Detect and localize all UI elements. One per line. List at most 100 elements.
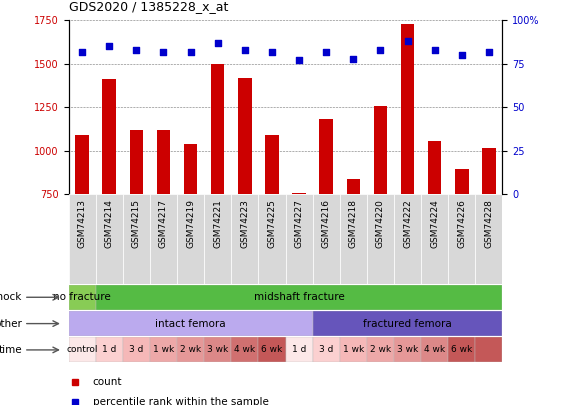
Bar [475,194,502,284]
Text: GSM74215: GSM74215 [132,199,141,248]
Text: GSM74222: GSM74222 [403,199,412,247]
Text: 3 d: 3 d [129,345,143,354]
Bar [313,194,340,284]
Bar [428,141,441,194]
Point [186,48,195,55]
Bar [184,144,198,194]
Text: GDS2020 / 1385228_x_at: GDS2020 / 1385228_x_at [69,0,228,13]
Point [321,48,331,55]
Bar [401,24,415,194]
Point [267,48,276,55]
Bar [455,169,469,194]
Point [403,38,412,45]
Bar [204,337,231,362]
Bar [130,130,143,194]
Bar [96,337,123,362]
Text: control: control [66,345,98,354]
Point [349,55,358,62]
Bar [231,337,258,362]
Bar [340,194,367,284]
Bar [448,337,475,362]
Text: intact femora: intact femora [155,319,226,328]
Text: GSM74223: GSM74223 [240,199,250,248]
Text: fractured femora: fractured femora [363,319,452,328]
Bar [177,194,204,284]
Text: GSM74216: GSM74216 [321,199,331,248]
Text: 1 d: 1 d [292,345,306,354]
Bar [75,135,89,194]
Text: 3 wk: 3 wk [397,345,418,354]
Point [484,48,493,55]
Bar [367,337,394,362]
Text: 2 wk: 2 wk [180,345,201,354]
Text: 6 wk: 6 wk [451,345,472,354]
Text: GSM74221: GSM74221 [213,199,222,248]
Text: shock: shock [0,292,22,302]
Bar [204,194,231,284]
Bar [69,337,96,362]
Text: GSM74220: GSM74220 [376,199,385,248]
Bar [123,194,150,284]
Text: GSM74218: GSM74218 [349,199,358,248]
Point [240,47,250,53]
Text: no fracture: no fracture [53,292,111,302]
Bar [69,311,313,336]
Text: 4 wk: 4 wk [424,345,445,354]
Point [78,48,87,55]
Text: percentile rank within the sample: percentile rank within the sample [93,397,268,405]
Bar [373,107,387,194]
Bar [265,135,279,194]
Text: GSM74214: GSM74214 [104,199,114,248]
Text: GSM74225: GSM74225 [267,199,276,248]
Point [159,48,168,55]
Text: 3 wk: 3 wk [207,345,228,354]
Point [295,57,304,64]
Bar [150,194,177,284]
Bar [177,337,204,362]
Bar [394,337,421,362]
Point [104,43,114,50]
Bar [340,337,367,362]
Point [376,47,385,53]
Point [132,47,141,53]
Text: 1 d: 1 d [102,345,116,354]
Text: time: time [0,345,22,355]
Bar [313,311,502,336]
Text: midshaft fracture: midshaft fracture [254,292,344,302]
Text: 1 wk: 1 wk [343,345,364,354]
Bar [102,79,116,194]
Bar [286,337,313,362]
Text: GSM74219: GSM74219 [186,199,195,248]
Text: 3 d: 3 d [319,345,333,354]
Text: GSM74217: GSM74217 [159,199,168,248]
Text: 1 wk: 1 wk [153,345,174,354]
Text: GSM74213: GSM74213 [78,199,87,248]
Text: count: count [93,377,122,387]
Text: GSM74224: GSM74224 [430,199,439,247]
Point [213,40,222,46]
Bar [367,194,394,284]
Bar [421,337,448,362]
Bar [156,130,170,194]
Text: GSM74226: GSM74226 [457,199,467,248]
Point [430,47,439,53]
Bar [313,337,340,362]
Text: GSM74228: GSM74228 [484,199,493,248]
Bar [238,78,252,194]
Bar [347,179,360,194]
Bar [69,285,96,310]
Bar [421,194,448,284]
Point [457,52,467,58]
Bar [231,194,258,284]
Bar [286,194,313,284]
Text: other: other [0,319,22,328]
Bar [211,64,224,194]
Bar [319,119,333,194]
Bar [123,337,150,362]
Bar [96,194,123,284]
Bar [69,194,96,284]
Text: 2 wk: 2 wk [370,345,391,354]
Bar [475,337,502,362]
Bar [150,337,177,362]
Text: 6 wk: 6 wk [262,345,283,354]
